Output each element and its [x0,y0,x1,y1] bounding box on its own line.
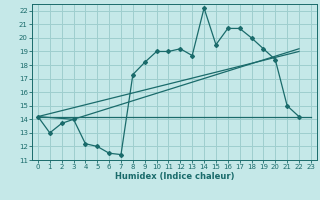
X-axis label: Humidex (Indice chaleur): Humidex (Indice chaleur) [115,172,234,181]
